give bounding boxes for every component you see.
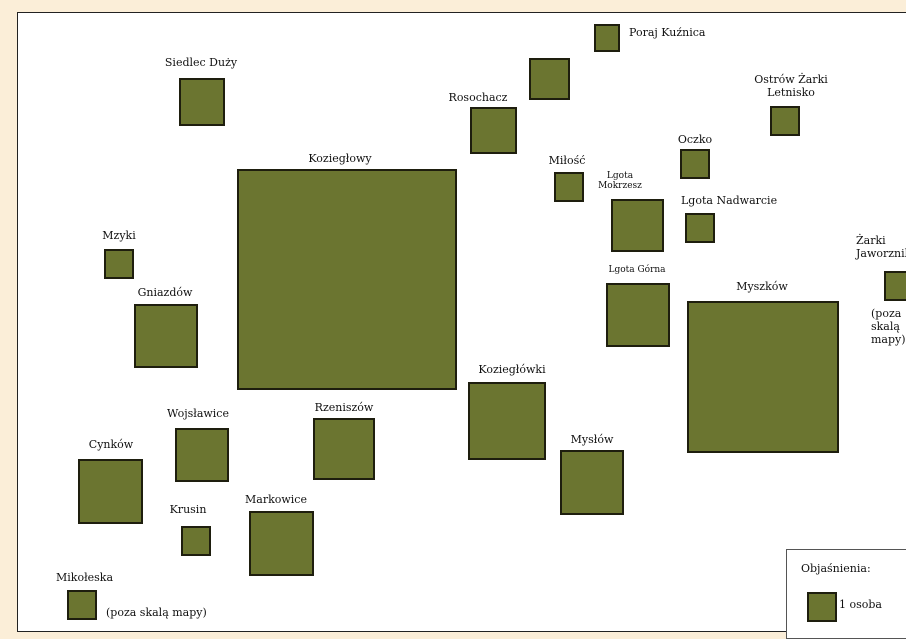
marker-mikoleska xyxy=(67,590,97,620)
label-myslow: Mysłów xyxy=(570,433,614,446)
label-oczko: Oczko xyxy=(677,133,713,146)
legend-item-label: 1 osoba xyxy=(839,598,882,611)
label-ostrow-zarki: Ostrów Żarki Letnisko xyxy=(754,73,828,99)
label-myszkow: Myszków xyxy=(736,280,788,293)
label-ostrow-zarki-line1: Ostrów Żarki xyxy=(754,73,828,86)
marker-cynkow xyxy=(78,459,143,524)
label-zarki-line2: Jaworznik xyxy=(856,247,906,260)
marker-gniazdow xyxy=(134,304,198,368)
marker-koziegolowki xyxy=(468,382,546,460)
marker-oczko xyxy=(680,149,710,179)
marker-milosc xyxy=(554,172,584,202)
label-gniazdow: Gniazdów xyxy=(137,286,193,299)
label-lgota-nadwarcie: Lgota Nadwarcie xyxy=(681,194,778,207)
label-zarki-jaworznik: Żarki Jaworznik xyxy=(856,234,906,260)
marker-lgota-gorna xyxy=(606,283,670,347)
legend-title: Objaśnienia: xyxy=(801,562,871,575)
label-zarki-note-line3: mapy) xyxy=(871,333,906,346)
marker-markowice xyxy=(249,511,314,576)
label-krusin: Krusin xyxy=(169,503,207,516)
label-mikoleska-note: (poza skalą mapy) xyxy=(106,606,207,619)
marker-rosochacz xyxy=(470,107,517,154)
label-lgota-gorna: Lgota Górna xyxy=(608,265,666,275)
label-poraj-kuznica: Poraj Kuźnica xyxy=(629,26,706,39)
marker-lgota-mokrzesz xyxy=(611,199,664,252)
label-mikoleska: Mikołeska xyxy=(56,571,114,584)
label-rosochacz: Rosochacz xyxy=(448,91,508,104)
marker-rzeniszow xyxy=(313,418,375,480)
marker-zarki-jaworznik xyxy=(884,271,906,301)
marker-lgota-nadwarcie xyxy=(685,213,715,243)
label-siedlec-duzy: Siedlec Duży xyxy=(164,56,238,69)
label-lgota-mokrzesz-line1: Lgota xyxy=(606,171,634,181)
marker-poraj-kuznica xyxy=(594,24,620,52)
label-zarki-note-line2: skalą xyxy=(871,320,900,333)
label-ostrow-zarki-line2: Letnisko xyxy=(767,86,815,99)
label-zarki-line1: Żarki xyxy=(856,234,886,247)
marker-myslow xyxy=(560,450,624,515)
marker-mzyki xyxy=(104,249,134,279)
label-lgota-mokrzesz: Lgota Mokrzesz xyxy=(598,171,642,191)
label-rzeniszow: Rzeniszów xyxy=(314,401,374,414)
marker-siedlec-duzy xyxy=(179,78,225,126)
marker-krusin xyxy=(181,526,211,556)
label-markowice: Markowice xyxy=(245,493,307,506)
label-wojslawice: Wojsławice xyxy=(167,407,229,420)
label-zarki-note: (poza skalą mapy) xyxy=(871,307,906,346)
marker-ostrow-zarki xyxy=(770,106,800,136)
legend-box: Objaśnienia: 1 osoba xyxy=(786,549,906,639)
label-koziegolowy: Koziegłowy xyxy=(308,152,372,165)
label-zarki-note-line1: (poza xyxy=(871,307,902,320)
marker-wojslawice xyxy=(175,428,229,482)
marker-myszkow xyxy=(687,301,839,453)
map-canvas: Poraj Kuźnica Siedlec Duży Rosochacz Ost… xyxy=(17,12,906,632)
label-milosc: Miłość xyxy=(548,154,586,167)
marker-unlabeled xyxy=(529,58,570,100)
label-lgota-mokrzesz-line2: Mokrzesz xyxy=(598,181,642,191)
marker-koziegolowy xyxy=(237,169,457,390)
label-koziegolowki: Koziegłówki xyxy=(478,363,546,376)
label-cynkow: Cynków xyxy=(88,438,134,451)
label-mzyki: Mzyki xyxy=(102,229,136,242)
